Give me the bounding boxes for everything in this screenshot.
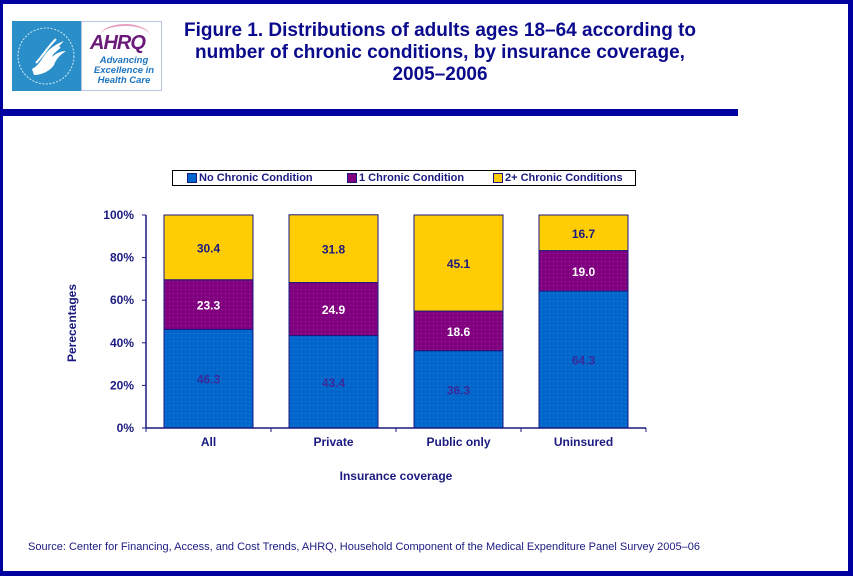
legend-item-one-chronic: 1 Chronic Condition [347, 172, 464, 184]
value-label: 31.8 [322, 243, 346, 257]
y-tick-label: 60% [110, 293, 134, 307]
hhs-eagle-icon [17, 27, 75, 85]
y-tick-label: 20% [110, 378, 134, 392]
x-axis-label: Insurance coverage [340, 469, 453, 483]
value-label: 46.3 [197, 373, 221, 387]
bar-segment-all-2 [163, 214, 254, 281]
x-tick-label: Uninsured [554, 435, 613, 449]
ahrq-wordmark: AHRQ [90, 32, 146, 54]
legend-item-no-chronic: No Chronic Condition [187, 172, 313, 184]
value-label: 19.0 [572, 265, 596, 279]
bar-segment-all-0 [163, 328, 254, 429]
legend-label: No Chronic Condition [199, 172, 313, 184]
value-label: 45.1 [447, 257, 471, 271]
x-tick-label: Public only [426, 435, 490, 449]
value-label: 18.6 [447, 325, 471, 339]
ahrq-arc-icon [100, 24, 150, 48]
x-tick-label: All [201, 435, 216, 449]
value-label: 64.3 [572, 354, 596, 368]
bar-segment-private-0 [288, 335, 379, 429]
value-label: 30.4 [197, 241, 221, 255]
axes-layer: All Private Public only Uninsured 0% 20% 40% 60… [103, 208, 647, 449]
value-label: 16.7 [572, 227, 596, 241]
bar-segment-public-only-1 [413, 310, 504, 352]
y-tick-label: 40% [110, 336, 134, 350]
value-label: 43.4 [322, 376, 346, 390]
legend-label: 2+ Chronic Conditions [505, 172, 623, 184]
y-tick-label: 0% [117, 421, 135, 435]
header-divider [0, 109, 738, 116]
bar-segment-private-1 [288, 282, 379, 337]
chart-legend: No Chronic Condition 1 Chronic Condition… [172, 170, 636, 186]
figure-title: Figure 1. Distributions of adults ages 1… [183, 20, 697, 85]
legend-swatch-no-chronic [187, 173, 197, 183]
bar-segment-uninsured-0 [538, 290, 629, 429]
hhs-logo [12, 21, 81, 91]
bar-segment-uninsured-2 [538, 214, 629, 252]
legend-item-two-plus-chronic: 2+ Chronic Conditions [493, 172, 623, 184]
bar-segment-private-2 [288, 214, 379, 284]
value-label: 23.3 [197, 299, 221, 313]
bar-segment-uninsured-1 [538, 250, 629, 292]
bar-segment-public-only-2 [413, 214, 504, 312]
bar-segment-public-only-0 [413, 350, 504, 429]
source-note: Source: Center for Financing, Access, an… [28, 541, 700, 553]
legend-swatch-two-plus-chronic [493, 173, 503, 183]
bars-layer: 46.3 23.3 30.4 43.4 24.9 31.8 36.3 18.6 45.1 64.3… [163, 214, 629, 429]
y-tick-label: 80% [110, 251, 134, 265]
legend-label: 1 Chronic Condition [359, 172, 465, 184]
agency-logos: AHRQ Advancing Excellence in Health Care [12, 21, 162, 91]
value-label: 24.9 [322, 303, 346, 317]
x-tick-label: Private [313, 435, 353, 449]
y-axis-label: Perecentages [65, 284, 79, 362]
stacked-bar-chart: 46.3 23.3 30.4 43.4 24.9 31.8 36.3 18.6 45.1 64.3… [65, 208, 647, 483]
bar-segment-all-1 [163, 279, 254, 330]
y-tick-label: 100% [103, 208, 134, 222]
ahrq-tagline: Advancing Excellence in Health Care [93, 55, 155, 86]
ahrq-logo: AHRQ Advancing Excellence in Health Care [81, 21, 162, 91]
value-label: 36.3 [447, 383, 471, 397]
legend-swatch-one-chronic [347, 173, 357, 183]
